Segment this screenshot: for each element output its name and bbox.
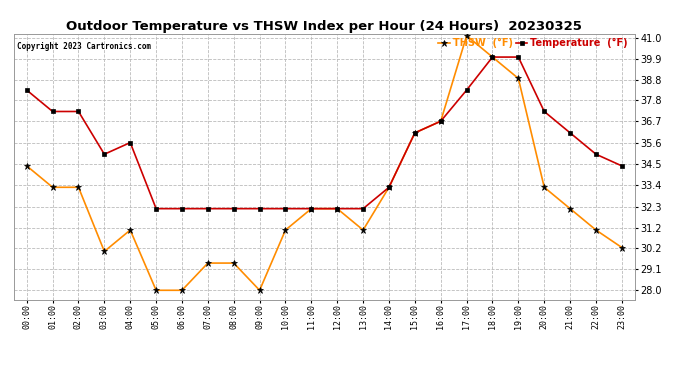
- Temperature  (°F): [566, 130, 574, 135]
- THSW  (°F): [307, 206, 315, 211]
- THSW  (°F): [385, 185, 393, 189]
- THSW  (°F): [282, 228, 290, 232]
- Temperature  (°F): [489, 55, 497, 59]
- Temperature  (°F): [462, 88, 471, 92]
- THSW  (°F): [618, 245, 626, 250]
- Temperature  (°F): [359, 206, 367, 211]
- THSW  (°F): [23, 164, 31, 168]
- Temperature  (°F): [385, 185, 393, 189]
- THSW  (°F): [178, 288, 186, 292]
- Temperature  (°F): [333, 206, 342, 211]
- THSW  (°F): [230, 261, 238, 266]
- Temperature  (°F): [75, 109, 83, 114]
- Temperature  (°F): [437, 119, 445, 123]
- Temperature  (°F): [48, 109, 57, 114]
- Temperature  (°F): [514, 55, 522, 59]
- THSW  (°F): [566, 206, 574, 211]
- THSW  (°F): [489, 55, 497, 59]
- THSW  (°F): [48, 185, 57, 189]
- Temperature  (°F): [618, 164, 626, 168]
- Temperature  (°F): [540, 109, 549, 114]
- THSW  (°F): [540, 185, 549, 189]
- THSW  (°F): [255, 288, 264, 292]
- Temperature  (°F): [23, 88, 31, 92]
- THSW  (°F): [126, 228, 135, 232]
- Temperature  (°F): [178, 206, 186, 211]
- THSW  (°F): [333, 206, 342, 211]
- Text: Copyright 2023 Cartronics.com: Copyright 2023 Cartronics.com: [17, 42, 151, 51]
- Title: Outdoor Temperature vs THSW Index per Hour (24 Hours)  20230325: Outdoor Temperature vs THSW Index per Ho…: [66, 20, 582, 33]
- Temperature  (°F): [126, 140, 135, 145]
- Temperature  (°F): [255, 206, 264, 211]
- THSW  (°F): [75, 185, 83, 189]
- THSW  (°F): [437, 119, 445, 123]
- THSW  (°F): [100, 249, 108, 254]
- THSW  (°F): [152, 288, 160, 292]
- Line: Temperature  (°F): Temperature (°F): [24, 55, 624, 211]
- Line: THSW  (°F): THSW (°F): [23, 32, 625, 294]
- Temperature  (°F): [152, 206, 160, 211]
- Temperature  (°F): [100, 152, 108, 156]
- THSW  (°F): [411, 130, 419, 135]
- Temperature  (°F): [307, 206, 315, 211]
- Temperature  (°F): [282, 206, 290, 211]
- THSW  (°F): [204, 261, 212, 266]
- Temperature  (°F): [204, 206, 212, 211]
- THSW  (°F): [514, 76, 522, 81]
- Temperature  (°F): [411, 130, 419, 135]
- Legend: THSW  (°F), Temperature  (°F): THSW (°F), Temperature (°F): [436, 36, 630, 50]
- Temperature  (°F): [230, 206, 238, 211]
- THSW  (°F): [359, 228, 367, 232]
- THSW  (°F): [592, 228, 600, 232]
- THSW  (°F): [462, 33, 471, 38]
- Temperature  (°F): [592, 152, 600, 156]
